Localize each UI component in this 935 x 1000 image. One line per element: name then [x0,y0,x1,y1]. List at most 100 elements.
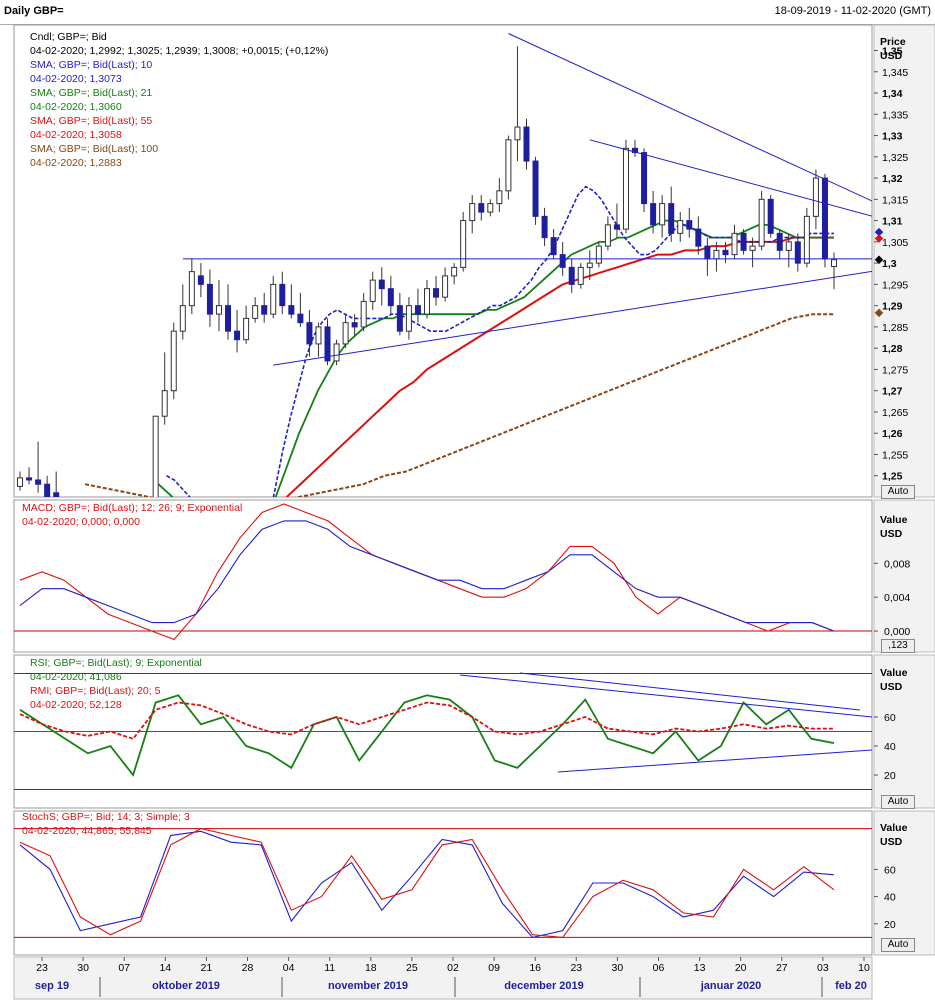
candle-body [387,288,394,307]
x-tick-label: 30 [612,962,624,974]
x-tick-label: 23 [570,962,582,974]
x-tick-label: 18 [365,962,377,974]
price-tick-label: 1,295 [882,279,908,291]
candle-body [496,190,503,205]
stoch-series-line [19,828,835,938]
candle-body [433,288,440,298]
x-tick-label: 09 [488,962,500,974]
candle-body [776,232,783,251]
x-month-label: december 2019 [504,980,584,992]
candle-body [758,198,765,247]
stoch-legend: StochS; GBP=; Bid; 14; 3; Simple; 3 04-02… [22,810,190,838]
stoch-tick-label: 40 [884,892,896,904]
price-tick-label: 1,275 [882,364,908,376]
candle-body [686,220,693,230]
macd-tick-label: 0,008 [884,558,910,570]
stoch-series-line [19,830,835,939]
candle-body [378,279,385,290]
candle-body [369,279,376,302]
x-tick-label: 11 [324,962,335,974]
candle-body [306,322,313,345]
stoch-plot-group [14,828,872,939]
candle-body [424,288,430,315]
stoch-auto-button[interactable]: Auto [881,938,915,952]
candle-body [396,305,403,332]
candle-body [297,313,304,324]
price-legend-line: SMA; GBP=; Bid(Last); 55 [30,115,153,127]
rsi-trendline [557,749,873,773]
candle-body [803,215,810,264]
macd-scale-button[interactable]: ,123 [881,639,915,653]
candle-body [695,228,702,247]
candle-body [44,483,51,497]
x-tick-label: 25 [406,962,418,974]
candle-body [405,305,412,332]
candle-body [794,241,801,264]
candle-body [315,326,322,345]
price-legend-line: 04-02-2020; 1,2992; 1,3025; 1,2939; 1,30… [30,45,329,57]
price-tick-label: 1,315 [882,194,908,206]
candle-body [668,203,675,234]
candle-body [740,232,747,251]
candle-body [749,245,756,251]
price-tick-label: 1,31 [882,216,903,228]
price-tick-label: 1,3 [882,258,897,270]
price-legend-line: 04-02-2020; 1,3058 [30,129,122,141]
x-tick-label: 13 [694,962,706,974]
price-tick-label: 1,27 [882,386,903,398]
candle-body [152,415,159,497]
x-tick-label: 16 [529,962,541,974]
y-axis-macd [873,499,935,653]
candle-body [206,283,213,315]
rsi-legend-line: RSI; GBP=; Bid(Last); 9; Exponential [30,657,202,669]
candle-body [188,271,195,307]
candle-body [414,305,421,315]
price-legend-line: SMA; GBP=; Bid(Last); 21 [30,87,153,99]
x-tick-label: 30 [77,962,89,974]
x-tick-label: 27 [776,962,788,974]
price-tick-label: 1,35 [882,46,903,58]
macd-plot-group [14,503,872,641]
candle-body [288,305,295,315]
x-tick-label: 14 [159,962,171,974]
rsi-legend-line: RMI; GBP=; Bid(Last); 20; 5 [30,685,161,697]
axis-unit-line: Value [880,822,908,834]
candle-body [785,241,792,251]
candle-body [659,203,666,226]
candle-body [179,305,186,332]
candle-body [831,259,837,268]
macd-series-line [19,520,835,632]
x-tick-label: 07 [118,962,130,974]
candle-body [360,300,367,328]
axis-unit-label: Value USD [880,821,907,849]
candle-body [586,262,593,268]
candle-body [622,147,629,230]
stoch-tick-label: 20 [884,919,896,931]
x-tick-label: 21 [201,962,213,974]
axis-unit-label: Value USD [880,513,907,541]
axis-unit-label: Price USD [880,35,906,63]
candle-body [333,343,340,362]
candle-body [460,220,467,268]
candle-body [650,203,657,226]
stoch-legend-line: StochS; GBP=; Bid; 14; 3; Simple; 3 [22,811,190,823]
candle-body [197,275,204,285]
x-month-label: november 2019 [328,980,408,992]
candle-body [532,160,539,217]
price-tick-label: 1,305 [882,237,908,249]
x-tick-label: 02 [447,962,459,974]
rsi-auto-button[interactable]: Auto [881,795,915,809]
x-month-label: sep 19 [35,980,69,992]
price-auto-button[interactable]: Auto [881,485,915,499]
x-month-label: feb 20 [835,980,867,992]
candle-body [161,390,168,417]
candle-body [767,198,774,234]
candle-body [342,322,349,345]
rsi-legend: RSI; GBP=; Bid(Last); 9; Exponential 04-0… [30,656,202,712]
macd-legend-line: MACD; GBP=; Bid(Last); 12; 26; 9; Expone… [22,502,243,514]
panel-macd [13,499,873,653]
candle-body [514,126,521,141]
candle-body [550,237,557,256]
candle-body [215,305,222,315]
